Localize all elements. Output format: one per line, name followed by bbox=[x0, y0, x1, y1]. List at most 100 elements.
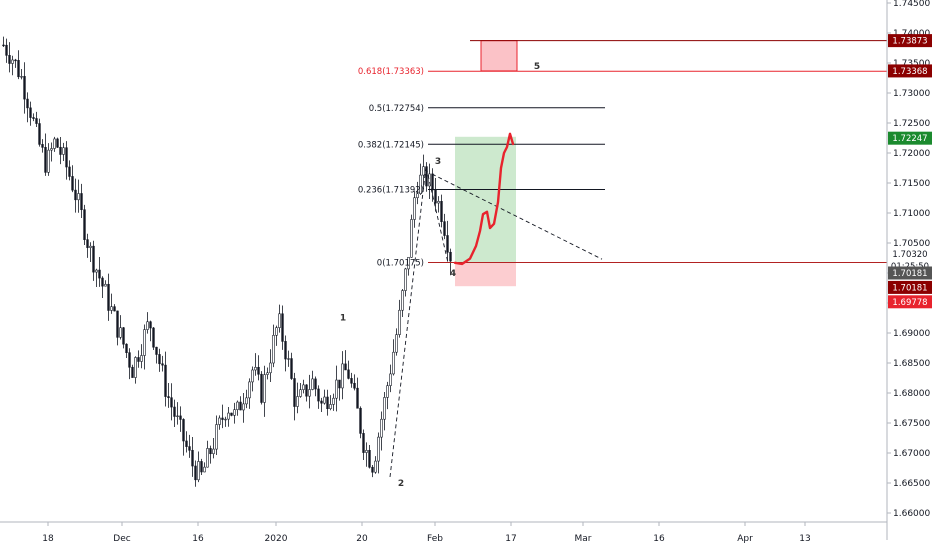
candle-body bbox=[134, 357, 137, 378]
candle-body bbox=[383, 397, 386, 420]
wave-label-1: 1 bbox=[340, 313, 346, 323]
candle-body bbox=[446, 235, 449, 253]
candle-body bbox=[263, 374, 266, 403]
candle-body bbox=[143, 329, 146, 356]
price-tick-label: 1.70500 bbox=[893, 239, 930, 249]
candle-body bbox=[437, 201, 440, 204]
price-tag bbox=[888, 64, 932, 78]
candle-body bbox=[17, 60, 20, 78]
price-tick-label: 1.67500 bbox=[893, 419, 930, 429]
candle-body bbox=[401, 290, 404, 311]
time-tick-label: 2020 bbox=[265, 534, 288, 544]
candle-body bbox=[8, 55, 11, 64]
candle-body bbox=[239, 401, 242, 411]
projected-path bbox=[453, 132, 515, 266]
candle-body bbox=[365, 450, 368, 453]
candle-body bbox=[29, 107, 32, 118]
candle-body bbox=[83, 209, 86, 240]
candle-body bbox=[338, 379, 341, 389]
candle-body bbox=[14, 59, 17, 62]
candle-body bbox=[116, 310, 119, 338]
candle-body bbox=[374, 460, 377, 473]
candle-body bbox=[65, 147, 68, 168]
time-tick-label: Dec bbox=[113, 534, 130, 544]
candle-body bbox=[200, 461, 203, 473]
candle-body bbox=[197, 461, 200, 481]
candle-body bbox=[44, 147, 47, 173]
candle-body bbox=[317, 388, 320, 402]
candle-body bbox=[386, 385, 389, 398]
candle-body bbox=[278, 313, 281, 328]
price-tag bbox=[888, 131, 932, 145]
candle-body bbox=[218, 417, 221, 425]
price-tag-label: 1.70181 bbox=[892, 269, 927, 279]
candle-body bbox=[449, 251, 452, 262]
candle-body bbox=[113, 306, 116, 312]
candle-body bbox=[2, 44, 5, 47]
candle-body bbox=[302, 384, 305, 390]
price-tick-label: 1.74000 bbox=[893, 29, 930, 39]
price-tag-label: 1.70320 bbox=[892, 250, 927, 260]
price-tick-label: 1.66500 bbox=[893, 479, 930, 489]
candle-body bbox=[308, 389, 311, 397]
candle-body bbox=[122, 327, 125, 345]
price-tick-label: 1.71500 bbox=[893, 179, 930, 189]
candle-body bbox=[59, 146, 62, 155]
price-tag bbox=[888, 280, 932, 294]
candle-body bbox=[185, 440, 188, 447]
candle-body bbox=[155, 346, 158, 355]
candle-body bbox=[260, 373, 263, 403]
candle-body bbox=[179, 415, 182, 420]
price-tick-label: 1.73500 bbox=[893, 59, 930, 69]
candle-body bbox=[332, 397, 335, 405]
time-tick-label: 16 bbox=[653, 534, 665, 544]
candle-body bbox=[119, 327, 122, 338]
candle-body bbox=[392, 351, 395, 375]
target-box bbox=[480, 40, 518, 72]
wave-label-5: 5 bbox=[534, 62, 540, 72]
price-tick-label: 1.73000 bbox=[893, 89, 930, 99]
fib-label: 0.382(1.72145) bbox=[358, 140, 424, 150]
candle-body bbox=[419, 174, 422, 194]
candle-body bbox=[443, 221, 446, 236]
candle-body bbox=[89, 245, 92, 248]
candle-body bbox=[152, 327, 155, 348]
time-tick-label: 17 bbox=[505, 534, 516, 544]
candle-body bbox=[341, 363, 344, 389]
candle-body bbox=[323, 396, 326, 404]
candle-body bbox=[290, 358, 293, 379]
candle-body bbox=[110, 306, 113, 311]
candle-body bbox=[275, 327, 278, 336]
fib-label: 0(1.70175) bbox=[377, 259, 424, 269]
price-tick-label: 1.69000 bbox=[893, 329, 930, 339]
candle-body bbox=[266, 372, 269, 375]
candle-body bbox=[356, 387, 359, 409]
candle-body bbox=[161, 363, 164, 366]
fib-label: 0.5(1.72754) bbox=[369, 104, 424, 114]
candle-body bbox=[245, 397, 248, 405]
fib-label: 0.618(1.73363) bbox=[358, 67, 424, 77]
candle-body bbox=[398, 309, 401, 335]
candle-body bbox=[224, 418, 227, 421]
time-tick-label: 16 bbox=[192, 534, 204, 544]
candle-body bbox=[353, 382, 356, 389]
price-tag-label: 1.69778 bbox=[892, 298, 927, 308]
candle-body bbox=[422, 166, 425, 176]
price-tag bbox=[888, 34, 932, 48]
wave-dash-line bbox=[389, 166, 449, 478]
candle-body bbox=[311, 378, 314, 390]
candle-body bbox=[296, 396, 299, 407]
candle-body bbox=[287, 358, 290, 360]
candle-body bbox=[107, 283, 110, 311]
price-tick-label: 1.72500 bbox=[893, 119, 930, 129]
price-tag bbox=[888, 295, 932, 309]
price-tick-label: 1.68000 bbox=[893, 389, 930, 399]
candle-body bbox=[212, 448, 215, 455]
candle-series bbox=[2, 36, 452, 487]
candle-body bbox=[5, 44, 8, 56]
candle-body bbox=[86, 239, 89, 248]
wave-labels: 1 2 3 4 5 bbox=[340, 62, 540, 489]
candle-body bbox=[428, 173, 431, 187]
candle-body bbox=[206, 448, 209, 468]
